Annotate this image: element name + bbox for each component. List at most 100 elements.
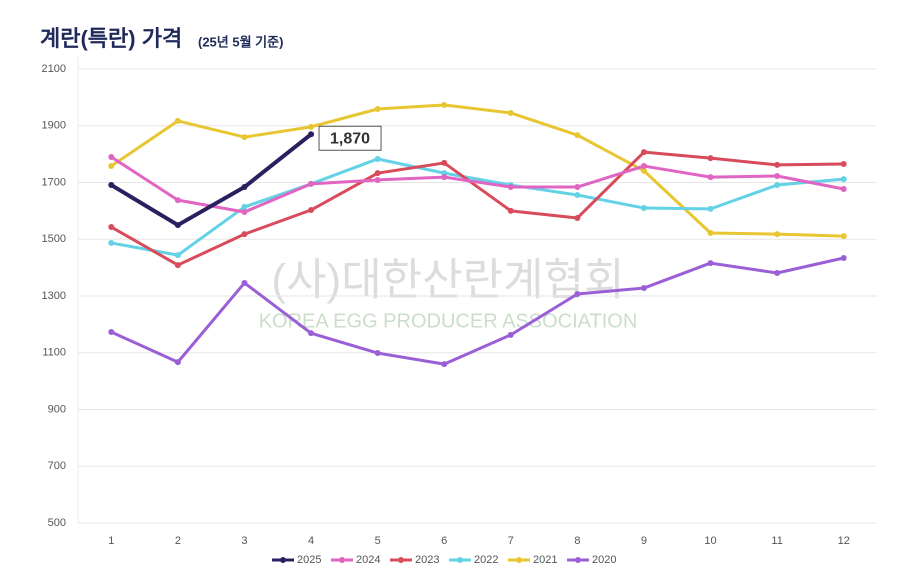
series-marker (840, 254, 847, 261)
series-marker (840, 161, 847, 168)
series-marker (308, 131, 315, 138)
x-tick-label: 2 (175, 535, 181, 547)
series-marker (707, 260, 714, 267)
legend-label: 2022 (474, 554, 498, 566)
watermark-text: KOREA EGG PRODUCER ASSOCIATION (259, 310, 638, 332)
y-tick-label: 500 (48, 517, 66, 529)
series-marker (574, 184, 581, 191)
series-marker (640, 205, 647, 212)
y-tick-label: 1700 (42, 176, 66, 188)
series-marker (241, 184, 248, 191)
series-marker (108, 224, 115, 231)
series-marker (108, 239, 115, 246)
series-marker (241, 203, 248, 210)
series-marker (241, 209, 248, 216)
series-marker (374, 176, 381, 183)
legend-swatch-marker (575, 557, 581, 563)
series-marker (174, 117, 181, 124)
legend-label: 2025 (297, 554, 321, 566)
y-tick-label: 900 (48, 403, 66, 415)
y-tick-label: 700 (48, 460, 66, 472)
series-marker (640, 167, 647, 174)
series-marker (241, 231, 248, 238)
x-tick-label: 10 (704, 535, 716, 547)
series-marker (174, 252, 181, 259)
y-tick-label: 1500 (42, 233, 66, 245)
legend-swatch-marker (339, 557, 345, 563)
series-marker (108, 182, 115, 189)
series-marker (108, 329, 115, 336)
series-marker (374, 170, 381, 177)
series-marker (640, 163, 647, 170)
series-marker (308, 207, 315, 214)
series-marker (574, 214, 581, 221)
y-tick-label: 1300 (42, 290, 66, 302)
x-tick-label: 11 (771, 535, 782, 547)
x-tick-label: 9 (641, 535, 647, 547)
y-tick-label: 1900 (42, 120, 66, 132)
series-marker (441, 174, 448, 181)
y-tick-label: 1100 (42, 347, 66, 359)
series-marker (574, 132, 581, 139)
x-tick-label: 1 (108, 535, 114, 547)
legend-label: 2023 (415, 554, 439, 566)
x-tick-label: 12 (838, 535, 850, 547)
series-marker (174, 262, 181, 269)
series-marker (308, 123, 315, 130)
x-tick-label: 7 (508, 535, 514, 547)
legend: 2025 2024 2023 2022 2021 2020 (272, 554, 616, 566)
value-label: 1,870 (330, 130, 370, 147)
chart-title: 계란(특란) 가격 (40, 26, 182, 51)
series-marker (774, 270, 781, 277)
series-line (110, 103, 844, 238)
series-marker (108, 163, 115, 170)
series-marker (707, 230, 714, 237)
series-marker (774, 172, 781, 179)
series-marker (840, 176, 847, 183)
legend-label: 2020 (592, 554, 616, 566)
legend-swatch-marker (398, 557, 404, 563)
series-line (110, 132, 313, 228)
series-marker (441, 102, 448, 109)
series-marker (507, 109, 514, 116)
series-marker (774, 231, 781, 238)
series-marker (108, 153, 115, 160)
legend-label: 2024 (356, 554, 380, 566)
series-marker (574, 191, 581, 198)
series-marker (308, 180, 315, 187)
series-marker (840, 233, 847, 240)
series-marker (507, 207, 514, 214)
series-marker (241, 134, 248, 141)
series-marker (507, 184, 514, 191)
x-tick-label: 5 (375, 535, 381, 547)
series-marker (574, 291, 581, 298)
series-marker (441, 361, 448, 368)
chart-subtitle: (25년 5월 기준) (198, 34, 283, 49)
series-line (111, 157, 844, 257)
legend-label: 2021 (533, 554, 557, 566)
series-marker (174, 222, 181, 229)
series-marker (374, 106, 381, 113)
series-marker (640, 149, 647, 156)
x-tick-label: 3 (241, 535, 247, 547)
plot: 1,870 (108, 102, 847, 368)
x-tick-label: 6 (441, 535, 447, 547)
series-marker (840, 186, 847, 193)
legend-swatch-marker (516, 557, 522, 563)
series-marker (640, 285, 647, 292)
series-marker (707, 155, 714, 162)
value-label-box (318, 125, 382, 151)
series-marker (241, 279, 248, 286)
legend-swatch-marker (280, 557, 286, 563)
y-tick-label: 2100 (42, 63, 66, 75)
x-tick-label: 8 (574, 535, 580, 547)
series-marker (174, 359, 181, 366)
series-marker (774, 182, 781, 189)
series-marker (374, 155, 381, 162)
series-marker (774, 161, 781, 168)
series-marker (707, 174, 714, 181)
series-line (110, 155, 844, 214)
